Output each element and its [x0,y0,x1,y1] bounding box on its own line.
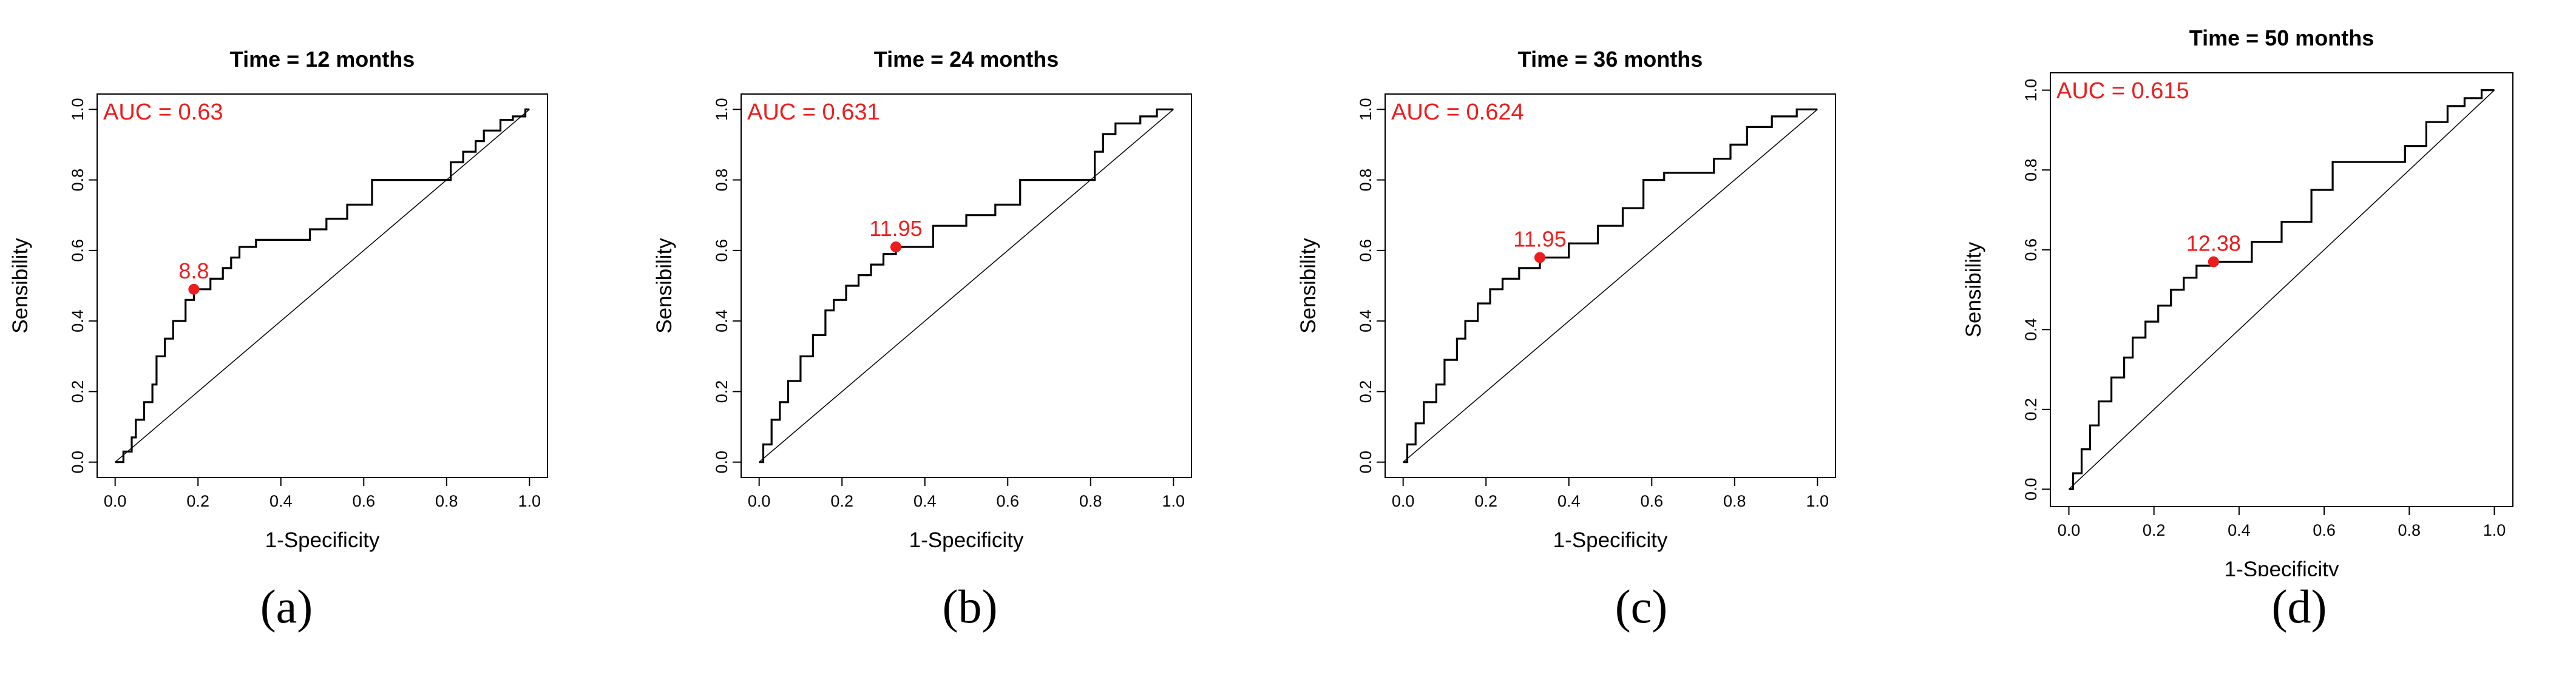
x-axis-label: 1-Specificity [2225,558,2339,576]
y-tick-label: 0.0 [2022,478,2040,501]
panel-caption-a: (a) [260,580,313,633]
plot-frame [97,93,548,478]
x-tick-label: 0.2 [1474,492,1497,510]
x-tick-label: 0.8 [2398,521,2421,539]
x-tick-label: 0.6 [1640,492,1663,510]
cutoff-point [1534,252,1545,263]
y-axis-label: Sensibility [652,238,676,334]
cutoff-point [188,283,200,295]
cutoff-label: 8.8 [178,258,209,283]
cutoff-label: 12.38 [2186,231,2241,255]
cutoff-point [890,241,901,253]
y-tick-label: 0.6 [1357,239,1375,262]
y-tick-label: 0.2 [69,380,87,403]
x-tick-label: 0.2 [186,492,209,510]
roc-chart-12-months: Time = 12 months 0.0 0.2 0.4 0.6 0.8 1.0 0.0 0.2… [8,47,548,552]
cutoff-label: 11.95 [869,216,922,241]
roc-chart-24-months: Time = 24 months 0.0 0.2 0.4 0.6 0.8 1.0 0.0 0.2… [652,47,1192,552]
y-tick-label: 1.0 [1357,98,1375,121]
reference-diagonal-line [2068,90,2495,490]
panel-caption-c: (c) [1615,580,1668,633]
x-tick-label: 1.0 [2483,521,2506,539]
y-tick-label: 0.8 [2022,158,2040,181]
plot-frame [1385,93,1836,478]
y-tick-label: 0.0 [713,451,731,474]
plot-frame [741,93,1192,478]
y-tick-label: 0.6 [69,239,87,262]
chart-title: Time = 36 months [1518,47,1703,72]
y-tick-label: 0.4 [1357,309,1375,332]
auc-label: AUC = 0.63 [103,99,223,125]
x-tick-label: 1.0 [1806,492,1829,510]
roc-chart-36-months: Time = 36 months 0.0 0.2 0.4 0.6 0.8 1.0 0.0 0.2… [1296,47,1836,552]
roc-curve-line [2069,89,2495,491]
x-tick-label: 0.0 [2058,521,2081,539]
x-tick-label: 0.0 [1392,492,1415,510]
y-tick-label: 0.0 [1357,451,1375,474]
x-tick-label: 0.6 [352,492,375,510]
y-tick-label: 0.2 [2022,398,2040,421]
y-tick-label: 1.0 [713,98,731,121]
y-tick-label: 0.6 [2022,238,2040,261]
roc-curve-line [1403,108,1818,463]
chart-title: Time = 50 months [2189,25,2374,50]
cutoff-label: 11.95 [1513,226,1566,251]
x-tick-label: 0.4 [1557,492,1581,510]
y-tick-label: 0.0 [69,451,87,474]
x-tick-label: 0.8 [1723,492,1746,510]
panel-caption-b: (b) [942,580,998,633]
y-tick-label: 0.2 [1357,380,1375,403]
x-tick-label: 0.4 [269,492,293,510]
roc-curve-line [759,108,1174,463]
x-tick-label: 0.4 [913,492,937,510]
x-tick-label: 1.0 [1162,492,1185,510]
x-tick-label: 0.2 [830,492,853,510]
x-tick-label: 0.6 [996,492,1019,510]
reference-diagonal-line [1403,109,1818,463]
y-tick-label: 1.0 [69,98,87,121]
roc-curve-line [115,108,530,463]
x-axis-label: 1-Specificity [1553,528,1668,552]
panel-caption-d: (d) [2271,580,2327,633]
reference-diagonal-line [115,109,530,463]
x-tick-label: 0.6 [2313,521,2336,539]
y-tick-label: 0.8 [713,169,731,192]
chart-title: Time = 12 months [230,47,415,72]
y-tick-label: 0.8 [69,169,87,192]
x-tick-label: 1.0 [518,492,541,510]
cutoff-point [2208,256,2219,268]
y-tick-label: 0.4 [69,309,87,332]
y-axis-label: Sensibility [1962,241,1985,337]
y-tick-label: 0.6 [713,239,731,262]
x-axis-label: 1-Specificity [265,528,380,552]
y-tick-label: 0.2 [713,380,731,403]
x-tick-label: 0.0 [104,492,127,510]
y-axis-label: Sensibility [8,238,32,334]
auc-label: AUC = 0.624 [1391,99,1524,125]
x-axis-label: 1-Specificity [909,528,1024,552]
reference-diagonal-line [759,109,1174,463]
x-tick-label: 0.2 [2143,521,2166,539]
x-tick-label: 0.8 [1079,492,1102,510]
chart-title: Time = 24 months [874,47,1059,72]
y-tick-label: 0.4 [2022,319,2040,342]
roc-chart-50-months: Time = 50 months 0.0 0.2 0.4 0.6 0.8 1.0 0.0 0.2… [1962,25,2513,576]
plot-frame [2050,72,2513,507]
y-tick-label: 0.4 [713,309,731,332]
x-tick-label: 0.0 [748,492,771,510]
auc-label: AUC = 0.615 [2056,78,2189,104]
y-axis-label: Sensibility [1296,238,1320,334]
y-tick-label: 0.8 [1357,169,1375,192]
y-tick-label: 1.0 [2022,79,2040,102]
auc-label: AUC = 0.631 [747,99,880,125]
x-tick-label: 0.8 [435,492,458,510]
x-tick-label: 0.4 [2228,521,2251,539]
